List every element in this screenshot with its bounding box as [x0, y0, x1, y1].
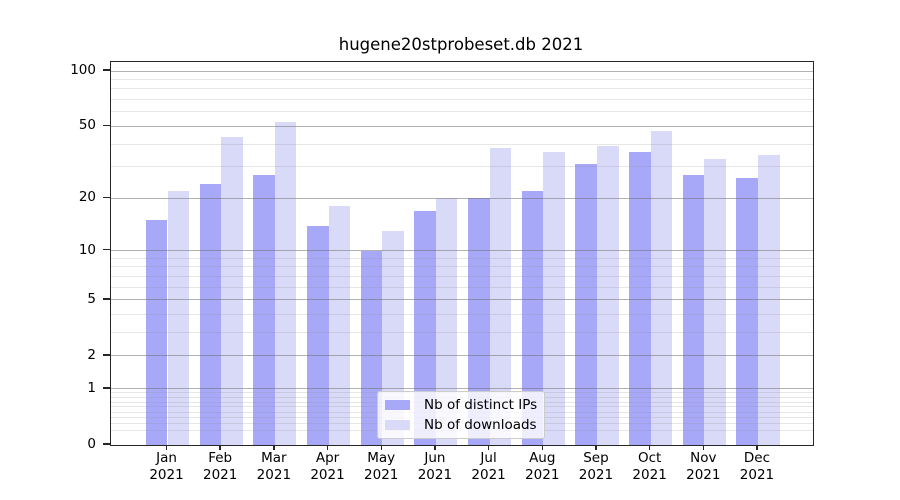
bar-ips-feb — [199, 184, 222, 445]
x-month-label-mar: Mar 2021 — [256, 450, 292, 483]
legend-row-distinct-ips: Nb of distinct IPs — [384, 395, 538, 415]
y-tick-label-0: 0 — [87, 436, 96, 452]
plot-area — [110, 61, 814, 446]
y-tick-label-100: 100 — [70, 62, 96, 79]
y-tick-mark-1 — [103, 387, 110, 389]
bar-ips-jan — [145, 220, 168, 445]
x-tick-mark-sep — [595, 445, 597, 450]
x-tick-mark-mar — [273, 445, 275, 450]
bar-ips-nov — [682, 175, 705, 445]
y-tick-label-50: 50 — [78, 117, 96, 134]
bar-downloads-jun — [435, 198, 458, 445]
y-tick-mark-50 — [103, 124, 110, 127]
bar-ips-sep — [575, 164, 597, 445]
bar-ips-jul — [467, 198, 490, 445]
legend-label-distinct-ips: Nb of distinct IPs — [424, 397, 538, 413]
chart-title: hugene20stprobeset.db 2021 — [338, 35, 584, 54]
y-tick-mark-2 — [103, 354, 110, 356]
legend-row-downloads: Nb of downloads — [384, 415, 538, 435]
x-month-label-oct: Oct 2021 — [632, 450, 667, 483]
y-tick-label-5: 5 — [87, 290, 96, 307]
x-month-label-jun: Jun 2021 — [417, 450, 453, 483]
y-tick-mark-100 — [103, 69, 110, 71]
legend: Nb of distinct IPs Nb of downloads — [377, 391, 545, 439]
legend-swatch-distinct-ips — [385, 400, 410, 410]
legend-label-downloads: Nb of downloads — [424, 417, 537, 433]
y-tick-mark-10 — [103, 249, 110, 251]
x-tick-mark-dec — [756, 445, 758, 450]
x-tick-mark-may — [380, 445, 382, 450]
bar-downloads-dec — [757, 154, 780, 445]
y-tick-label-10: 10 — [78, 241, 96, 258]
legend-swatch-downloads — [385, 420, 410, 430]
bar-downloads-jul — [489, 148, 512, 445]
bar-downloads-feb — [221, 136, 243, 445]
y-tick-mark-20 — [103, 196, 110, 199]
bar-ips-aug — [521, 190, 544, 445]
bar-downloads-apr — [328, 206, 351, 445]
y-tick-label-2: 2 — [87, 346, 96, 363]
bar-ips-dec — [736, 177, 758, 445]
y-tick-mark-0 — [103, 443, 110, 445]
x-month-label-nov: Nov 2021 — [686, 450, 721, 483]
x-tick-mark-oct — [648, 445, 651, 450]
x-month-label-feb: Feb 2021 — [202, 450, 238, 483]
bar-downloads-mar — [274, 121, 297, 445]
x-tick-mark-jun — [434, 445, 436, 450]
bar-ips-jun — [414, 210, 436, 445]
x-tick-mark-feb — [219, 445, 221, 450]
bar-ips-oct — [629, 152, 651, 445]
x-month-label-apr: Apr 2021 — [310, 450, 345, 483]
bar-ips-apr — [306, 225, 329, 445]
x-tick-mark-nov — [702, 445, 704, 450]
bar-downloads-jan — [167, 190, 190, 445]
x-tick-mark-aug — [541, 445, 543, 450]
bar-downloads-aug — [543, 152, 565, 445]
x-month-label-dec: Dec 2021 — [739, 450, 775, 483]
x-tick-mark-jul — [487, 445, 490, 450]
x-month-label-jul: Jul 2021 — [471, 450, 506, 483]
y-tick-label-20: 20 — [78, 189, 96, 206]
bar-downloads-sep — [596, 146, 619, 445]
y-tick-mark-5 — [103, 298, 110, 300]
x-tick-mark-apr — [326, 445, 329, 450]
bar-ips-mar — [253, 175, 275, 445]
bar-ips-may — [360, 250, 383, 445]
x-tick-mark-jan — [165, 445, 168, 450]
y-tick-label-1: 1 — [87, 379, 96, 396]
bar-downloads-oct — [650, 131, 673, 445]
x-month-label-sep: Sep 2021 — [578, 450, 614, 483]
x-month-label-aug: Aug 2021 — [525, 450, 560, 483]
x-month-label-may: May 2021 — [364, 450, 399, 483]
bar-downloads-nov — [704, 159, 726, 445]
x-month-label-jan: Jan 2021 — [149, 450, 184, 483]
bars-layer — [111, 62, 813, 445]
